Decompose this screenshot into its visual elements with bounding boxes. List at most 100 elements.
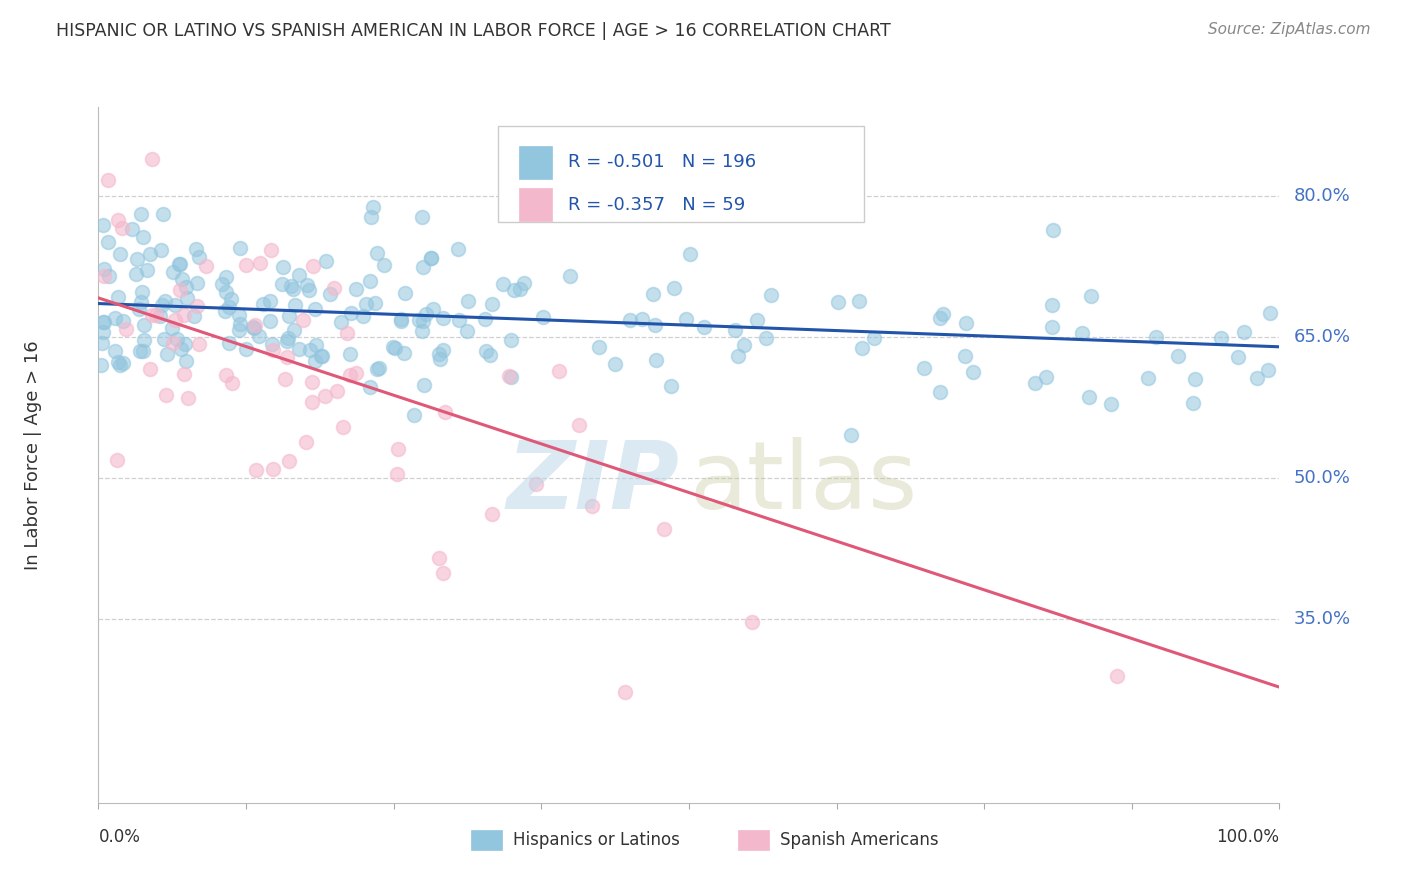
Point bbox=[228, 309, 250, 323]
Point bbox=[186, 276, 208, 290]
Point bbox=[344, 282, 367, 296]
Point bbox=[110, 358, 132, 372]
Point bbox=[344, 366, 367, 380]
Point bbox=[128, 302, 150, 317]
Point bbox=[364, 295, 387, 310]
Point bbox=[145, 308, 167, 322]
Point bbox=[215, 269, 238, 284]
Point bbox=[155, 388, 177, 402]
Point bbox=[839, 427, 862, 442]
Point bbox=[360, 275, 382, 289]
Point bbox=[262, 337, 284, 351]
Point bbox=[1144, 329, 1167, 343]
Text: 50.0%: 50.0% bbox=[1294, 469, 1350, 487]
Point bbox=[1232, 325, 1254, 339]
Point bbox=[499, 333, 522, 347]
Point bbox=[1024, 376, 1046, 390]
Point bbox=[169, 283, 191, 297]
Point bbox=[475, 343, 498, 358]
Point bbox=[229, 318, 252, 332]
Point bbox=[125, 268, 148, 282]
Point bbox=[1099, 397, 1122, 411]
Point bbox=[235, 258, 257, 272]
Point bbox=[588, 340, 610, 354]
Text: 0.0%: 0.0% bbox=[98, 828, 141, 846]
Point bbox=[103, 343, 125, 358]
Point bbox=[733, 338, 755, 352]
Point bbox=[724, 323, 747, 337]
Point bbox=[93, 315, 115, 329]
Point bbox=[408, 312, 430, 326]
Point bbox=[755, 331, 778, 345]
Point bbox=[156, 347, 179, 361]
Point bbox=[305, 338, 328, 352]
Point bbox=[141, 152, 163, 166]
Point bbox=[1226, 351, 1249, 365]
Point bbox=[433, 405, 456, 419]
Point bbox=[330, 315, 353, 329]
Point bbox=[411, 210, 433, 224]
Point bbox=[1035, 369, 1057, 384]
Point bbox=[97, 173, 120, 187]
Point bbox=[304, 354, 326, 368]
Point bbox=[315, 253, 337, 268]
Text: Spanish Americans: Spanish Americans bbox=[780, 831, 939, 849]
Text: Source: ZipAtlas.com: Source: ZipAtlas.com bbox=[1208, 22, 1371, 37]
Point bbox=[170, 272, 193, 286]
Point bbox=[235, 342, 257, 356]
Point bbox=[631, 312, 654, 326]
Point bbox=[132, 334, 155, 348]
Point bbox=[186, 299, 208, 313]
Point bbox=[502, 283, 524, 297]
Point bbox=[298, 343, 321, 357]
Point bbox=[174, 336, 197, 351]
Point bbox=[163, 298, 186, 312]
Point bbox=[474, 311, 496, 326]
Text: 35.0%: 35.0% bbox=[1294, 610, 1351, 629]
Point bbox=[247, 329, 270, 343]
Point bbox=[387, 467, 409, 482]
Point bbox=[218, 300, 240, 314]
Point bbox=[498, 368, 520, 383]
Point bbox=[419, 251, 441, 265]
Text: Hispanics or Latinos: Hispanics or Latinos bbox=[513, 831, 681, 849]
Point bbox=[297, 284, 319, 298]
Point bbox=[1209, 331, 1232, 345]
Point bbox=[186, 242, 208, 256]
Point bbox=[1105, 669, 1128, 683]
Point bbox=[249, 255, 271, 269]
Point bbox=[219, 292, 242, 306]
Point bbox=[214, 285, 236, 300]
Point bbox=[955, 349, 977, 363]
Point bbox=[271, 260, 294, 274]
Text: HISPANIC OR LATINO VS SPANISH AMERICAN IN LABOR FORCE | AGE > 16 CORRELATION CHA: HISPANIC OR LATINO VS SPANISH AMERICAN I… bbox=[56, 22, 891, 40]
Text: atlas: atlas bbox=[689, 437, 917, 529]
Point bbox=[641, 287, 664, 301]
Point bbox=[174, 354, 197, 368]
Point bbox=[727, 349, 749, 363]
Point bbox=[183, 310, 205, 324]
Point bbox=[93, 268, 115, 283]
Point bbox=[291, 313, 314, 327]
Point bbox=[129, 294, 152, 309]
Point bbox=[228, 323, 250, 337]
Point bbox=[513, 276, 536, 290]
Point bbox=[115, 322, 138, 336]
Point bbox=[243, 318, 266, 333]
Point bbox=[340, 306, 363, 320]
Point bbox=[501, 370, 523, 384]
Point bbox=[432, 343, 454, 357]
Point bbox=[188, 250, 211, 264]
FancyBboxPatch shape bbox=[498, 126, 863, 222]
Point bbox=[221, 376, 243, 390]
Text: 65.0%: 65.0% bbox=[1294, 328, 1350, 346]
Point bbox=[259, 314, 281, 328]
Point bbox=[128, 344, 150, 359]
Point bbox=[955, 317, 977, 331]
Point bbox=[139, 361, 162, 376]
Point bbox=[339, 368, 361, 382]
Point bbox=[131, 285, 153, 299]
Point bbox=[90, 358, 112, 372]
Point bbox=[928, 384, 950, 399]
Point bbox=[693, 320, 716, 334]
